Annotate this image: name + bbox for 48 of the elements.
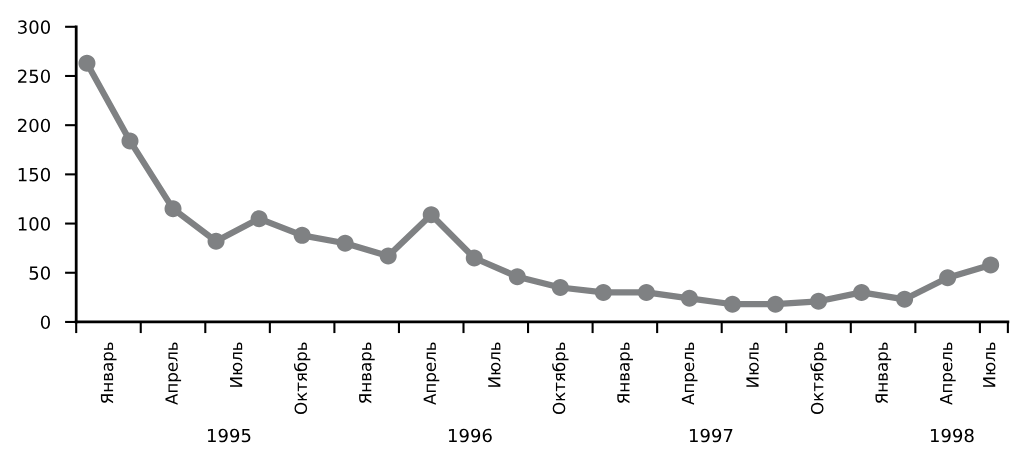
x-tick-label: Октябрь [293,342,311,415]
x-tick-label: Апрель [940,342,956,405]
x-tick-label: Январь [617,342,633,404]
point [896,290,914,308]
y-tick-label: 150 [18,167,50,182]
point [293,226,311,244]
point [336,234,354,252]
x-tick-label: Январь [875,342,892,404]
text: 1995 [207,428,251,443]
point [379,247,397,265]
point [465,249,483,267]
y-tick-label: 300 [18,20,50,34]
y-tick-label: 250 [18,69,50,84]
point [422,206,440,224]
point [853,283,871,301]
x-tick-label: Октябрь [810,342,827,415]
x-tick-label: Апрель [681,342,698,405]
point [723,295,741,313]
y-tick-label: 200 [18,118,50,133]
point [766,295,784,313]
text: 1997 [689,428,733,443]
point [78,54,96,72]
text: 1998 [930,428,974,443]
x-tick-label: Апрель [423,342,440,405]
x-tick-label: Июль [488,342,501,387]
point [939,269,957,287]
point [121,132,139,150]
point [810,292,828,310]
x-tick-label: Январь [359,342,375,404]
x-tick-label: Июль [746,342,759,387]
point [207,232,225,250]
y-tick-label: 0 [40,315,50,330]
point [508,268,526,286]
y-tick-label: 100 [18,217,50,231]
y-tick-label: 50 [29,266,50,280]
text: 1996 [448,428,492,443]
point [680,289,698,307]
x-tick-label: Июль [230,342,243,387]
point [637,283,655,301]
point [551,279,569,297]
x-tick-label: Июль [983,342,996,387]
point [982,256,1000,274]
point [164,200,182,218]
x-tick-label: Октябрь [552,342,569,415]
x-tick-label: Апрель [165,342,182,405]
point [250,210,268,228]
point [594,283,612,301]
x-tick-label: Январь [100,342,117,404]
